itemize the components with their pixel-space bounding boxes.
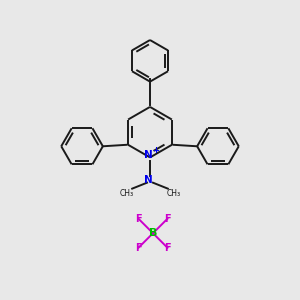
Text: N: N bbox=[144, 150, 153, 160]
Text: CH₃: CH₃ bbox=[167, 189, 181, 198]
Text: F: F bbox=[135, 214, 142, 224]
Text: F: F bbox=[164, 214, 171, 224]
Text: F: F bbox=[135, 243, 142, 253]
Text: F: F bbox=[164, 243, 171, 253]
Text: CH₃: CH₃ bbox=[119, 189, 133, 198]
Text: +: + bbox=[152, 146, 159, 155]
Text: N: N bbox=[144, 175, 153, 185]
Text: B: B bbox=[149, 228, 157, 238]
